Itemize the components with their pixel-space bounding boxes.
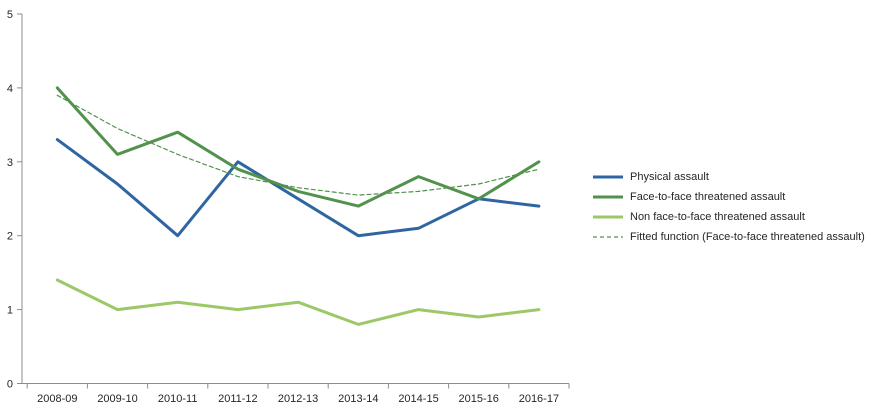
- x-tick-label: 2010-11: [158, 393, 198, 405]
- legend-item: Physical assault: [592, 167, 865, 187]
- y-tick-label: 3: [7, 157, 13, 169]
- legend-label: Non face-to-face threatened assault: [630, 211, 805, 223]
- x-tick-label: 2016-17: [519, 393, 559, 405]
- y-tick-label: 2: [7, 231, 13, 243]
- legend-item: Face-to-face threatened assault: [592, 187, 865, 207]
- series-line-non-face-to-face-threatened-assault: [55, 278, 541, 326]
- x-tick-label: 2009-10: [97, 393, 137, 405]
- series-line-fitted-function-face-to-face-threatened-assault: [56, 94, 540, 196]
- y-tick-label: 0: [7, 379, 13, 391]
- y-tick-label: 5: [7, 9, 13, 21]
- x-tick-label: 2013-14: [338, 393, 378, 405]
- x-tick-label: 2008-09: [37, 393, 77, 405]
- x-tick-label: 2014-15: [398, 393, 438, 405]
- legend-line-swatch-icon: [593, 236, 623, 238]
- legend-label: Fitted function (Face-to-face threatened…: [630, 231, 865, 243]
- legend-line-swatch-icon: [593, 215, 623, 219]
- x-tick-label: 2015-16: [459, 393, 499, 405]
- chart-svg: 0 1 2 3 4 5 2008-09 2009-10 2010-11 2011-12 2012-1…: [7, 9, 570, 405]
- legend-label: Physical assault: [630, 171, 709, 183]
- legend-item: Fitted function (Face-to-face threatened…: [592, 227, 865, 247]
- legend: Physical assault Face-to-face threatened …: [592, 167, 865, 247]
- legend-line-swatch-icon: [593, 195, 623, 199]
- legend-label: Face-to-face threatened assault: [630, 191, 786, 203]
- legend-item: Non face-to-face threatened assault: [592, 207, 865, 227]
- series-line-face-to-face-threatened-assault: [55, 86, 541, 208]
- y-tick-label: 1: [7, 305, 13, 317]
- series-line-physical-assault: [55, 138, 541, 238]
- legend-line-swatch-icon: [593, 175, 623, 179]
- y-tick-label: 4: [7, 83, 13, 95]
- x-tick-label: 2011-12: [218, 393, 258, 405]
- x-tick-label: 2012-13: [278, 393, 318, 405]
